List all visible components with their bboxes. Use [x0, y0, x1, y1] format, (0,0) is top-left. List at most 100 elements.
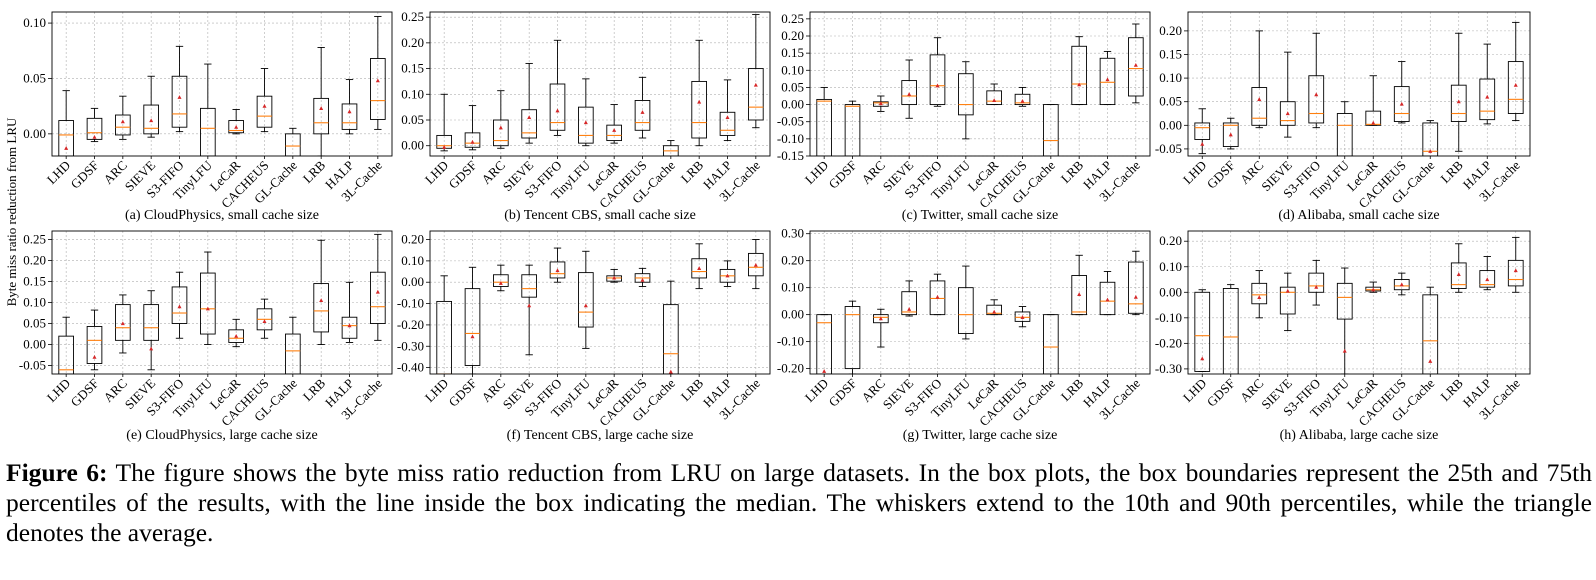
- mean-marker: [498, 125, 503, 130]
- mean-marker: [583, 303, 588, 308]
- mean-marker: [1456, 99, 1461, 104]
- mean-marker: [1133, 62, 1138, 67]
- y-tick-label: 0.10: [401, 86, 424, 101]
- box-iqr: [549, 83, 566, 131]
- box-iqr: [86, 326, 103, 364]
- y-tick-label: -0.20: [777, 361, 804, 376]
- mean-marker: [935, 83, 940, 88]
- mean-marker: [1105, 77, 1110, 82]
- mean-marker: [640, 110, 645, 114]
- mean-marker: [234, 125, 239, 129]
- y-tick-label: 0.05: [401, 112, 424, 127]
- mean-marker: [555, 268, 560, 273]
- y-tick-label: 0.10: [781, 62, 804, 77]
- y-tick-label: 0.00: [23, 126, 46, 141]
- box-group: [816, 250, 1144, 374]
- mean-marker: [907, 307, 912, 311]
- y-tick-label: 0.05: [781, 79, 804, 94]
- box-iqr: [873, 314, 889, 324]
- box-iqr: [1308, 272, 1325, 293]
- box-group: [436, 239, 764, 374]
- mean-marker: [1342, 348, 1347, 353]
- y-tick-label: 0.05: [1159, 94, 1182, 109]
- y-tick-label: 0.10: [1159, 70, 1182, 85]
- box-iqr: [464, 132, 481, 148]
- box-iqr: [115, 114, 131, 136]
- box-iqr: [1251, 282, 1268, 305]
- subplot-title: (d) Alibaba, small cache size: [1278, 208, 1439, 223]
- y-tick-label: -0.05: [19, 358, 46, 373]
- x-tick-label: GDSF: [68, 376, 102, 410]
- box-iqr: [143, 304, 159, 341]
- mean-marker: [319, 298, 324, 302]
- mean-marker: [725, 273, 730, 278]
- box-iqr: [1128, 37, 1144, 97]
- box-iqr: [285, 133, 301, 156]
- mean-marker: [1257, 97, 1262, 101]
- subplot-b: 0.000.050.100.150.200.25LHDGDSFARCSIEVES…: [401, 9, 771, 223]
- mean-marker: [470, 334, 475, 339]
- y-axis-label: Byte miss ratio reduction from LRU: [4, 117, 19, 306]
- box-iqr: [1043, 314, 1059, 374]
- y-tick-label: -0.15: [777, 148, 804, 163]
- box-iqr: [256, 95, 273, 128]
- mean-marker: [612, 128, 617, 132]
- mean-marker: [1428, 149, 1433, 153]
- box-iqr: [1014, 311, 1031, 322]
- y-tick-label: 0.20: [1159, 233, 1182, 248]
- mean-marker: [878, 101, 883, 106]
- y-tick-label: 0.00: [23, 337, 46, 352]
- subplot-title: (e) CloudPhysics, large cache size: [126, 428, 317, 443]
- mean-marker: [120, 119, 125, 124]
- y-tick-label: 0.00: [1159, 284, 1182, 299]
- box-iqr: [1507, 259, 1524, 287]
- x-tick-label: GDSF: [446, 376, 480, 410]
- mean-marker: [1513, 268, 1518, 273]
- y-tick-label: 0.00: [401, 274, 424, 289]
- box-iqr: [1479, 270, 1496, 288]
- mean-marker: [527, 303, 532, 308]
- y-tick-label: 0.15: [23, 273, 46, 288]
- mean-marker: [177, 95, 182, 99]
- mean-marker: [64, 146, 69, 150]
- box-iqr: [1393, 86, 1410, 122]
- y-tick-label: 0.20: [401, 232, 424, 247]
- mean-marker: [375, 78, 380, 83]
- box-iqr: [816, 98, 832, 156]
- box-iqr: [748, 252, 764, 277]
- box-iqr: [228, 120, 244, 134]
- mean-marker: [177, 304, 182, 309]
- box-iqr: [370, 271, 386, 324]
- box-iqr: [86, 117, 103, 140]
- subplot-title: (c) Twitter, small cache size: [902, 208, 1058, 223]
- box-iqr: [634, 100, 651, 131]
- mean-marker: [262, 103, 267, 108]
- mean-marker: [262, 319, 267, 324]
- x-tick-label: GDSF: [1204, 158, 1238, 192]
- y-tick-label: -0.20: [1155, 335, 1182, 350]
- y-tick-label: 0.10: [23, 15, 46, 30]
- y-tick-label: -0.10: [777, 131, 804, 146]
- y-tick-label: 0.20: [401, 35, 424, 50]
- subplot-d: -0.050.000.050.100.150.20LHDGDSFARCSIEVE…: [1155, 11, 1531, 223]
- x-tick-label: GDSF: [1204, 376, 1238, 410]
- mean-marker: [1371, 287, 1376, 292]
- subplot-title: (f) Tencent CBS, large cache size: [507, 428, 694, 443]
- box-iqr: [1099, 281, 1116, 316]
- box-iqr: [493, 274, 509, 287]
- y-tick-label: 0.20: [781, 253, 804, 268]
- box-iqr: [313, 97, 329, 135]
- box-group: [816, 23, 1144, 156]
- mean-marker: [234, 333, 239, 338]
- mean-marker: [1399, 101, 1404, 106]
- box-iqr: [1393, 279, 1410, 291]
- y-tick-label: 0.20: [1159, 23, 1182, 38]
- box-iqr: [1479, 78, 1496, 121]
- y-tick-label: 0.00: [401, 138, 424, 153]
- y-tick-label: 0.00: [1159, 117, 1182, 132]
- y-tick-label: 0.00: [781, 307, 804, 322]
- mean-marker: [697, 266, 702, 270]
- mean-marker: [1285, 111, 1290, 116]
- y-tick-label: 0.00: [781, 97, 804, 112]
- x-tick-label: GDSF: [446, 158, 480, 192]
